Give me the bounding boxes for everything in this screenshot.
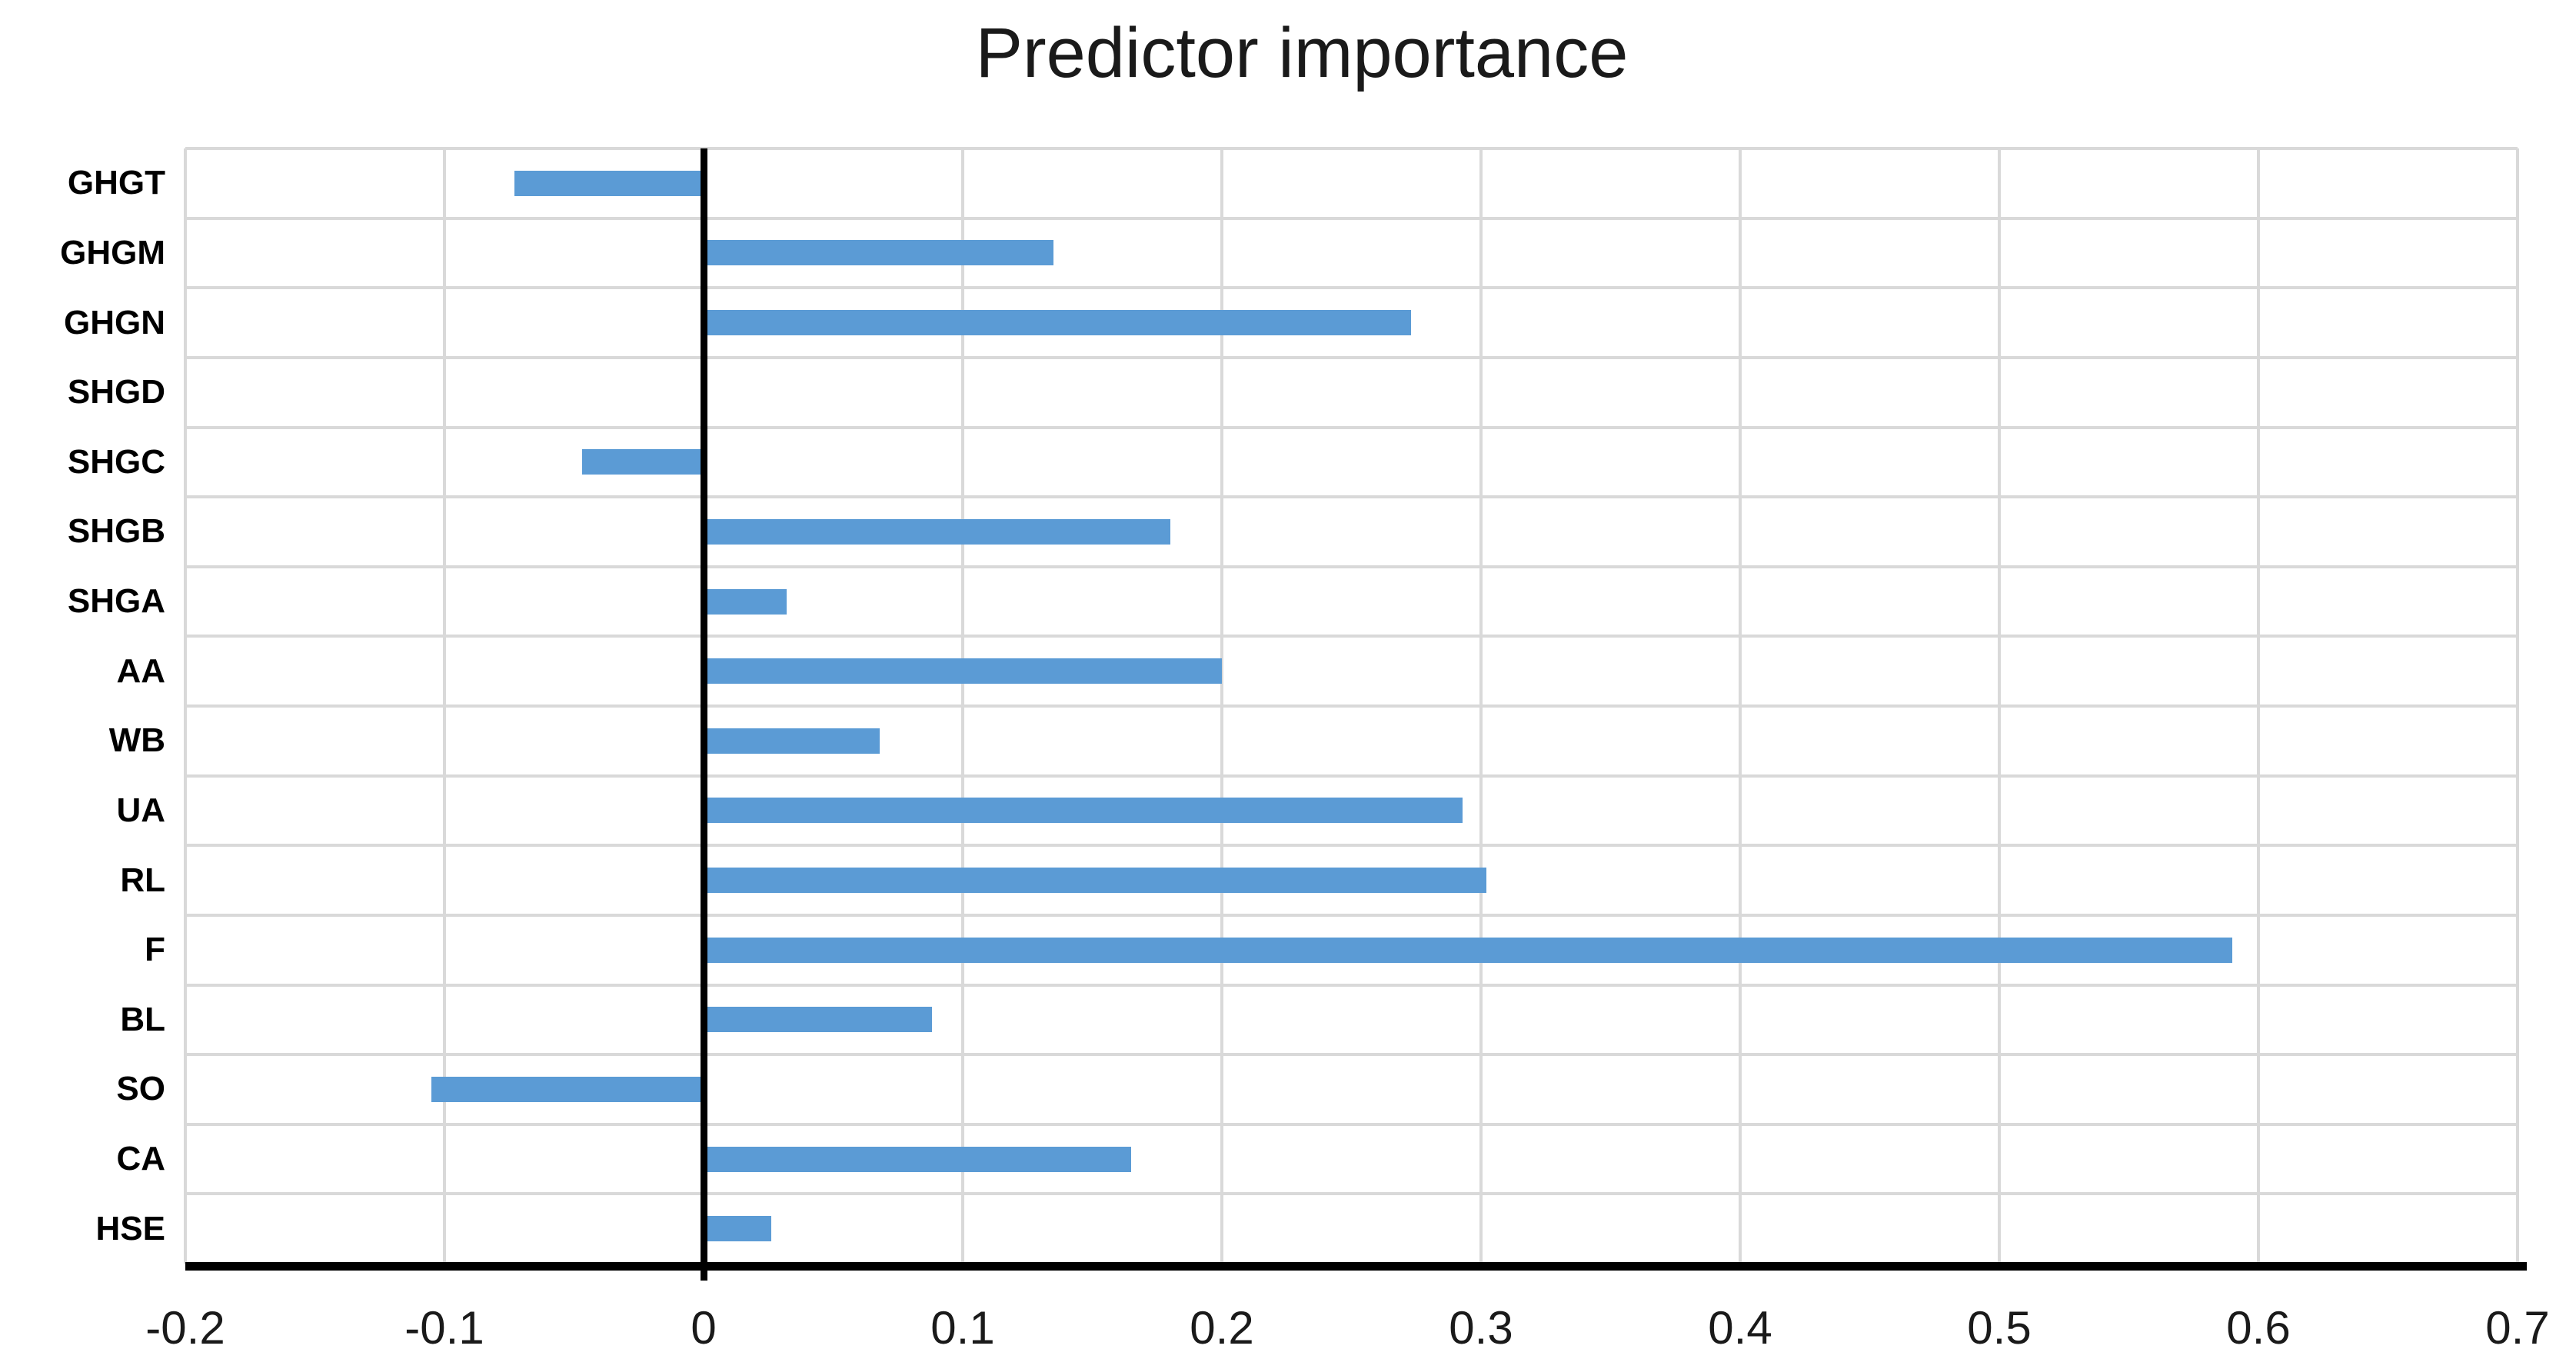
horizontal-gridline <box>185 844 2518 848</box>
category-label-f: F <box>145 931 165 969</box>
bar-rl <box>704 868 1486 894</box>
x-tick-label: 0 <box>691 1302 717 1354</box>
bar-ua <box>704 798 1463 824</box>
category-label-ghgt: GHGT <box>67 164 165 202</box>
horizontal-gridline <box>185 774 2518 778</box>
x-tick-label: 0.6 <box>2226 1302 2291 1354</box>
category-label-ghgn: GHGN <box>64 303 165 341</box>
x-tick-label: 0.3 <box>1449 1302 1513 1354</box>
vertical-gridline <box>2516 148 2519 1264</box>
horizontal-gridline <box>185 913 2518 917</box>
horizontal-gridline <box>185 425 2518 429</box>
x-tick-label: 0.2 <box>1190 1302 1254 1354</box>
category-label-rl: RL <box>120 861 165 899</box>
horizontal-gridline <box>185 983 2518 987</box>
horizontal-gridline <box>185 1192 2518 1196</box>
bar-wb <box>704 728 880 754</box>
bar-aa <box>704 658 1222 684</box>
x-tick-label: -0.1 <box>404 1302 484 1354</box>
bar-ghgm <box>704 240 1053 266</box>
horizontal-gridline <box>185 565 2518 568</box>
category-label-shgc: SHGC <box>67 442 165 481</box>
bar-f <box>704 937 2233 963</box>
horizontal-gridline <box>185 216 2518 220</box>
category-label-shgb: SHGB <box>67 512 165 551</box>
category-label-shga: SHGA <box>67 582 165 621</box>
horizontal-gridline <box>185 355 2518 359</box>
bar-shgc <box>581 449 704 475</box>
bar-bl <box>704 1007 932 1033</box>
x-tick-label: 0.7 <box>2485 1302 2550 1354</box>
bar-ghgn <box>704 310 1411 336</box>
horizontal-gridline <box>185 1053 2518 1057</box>
bar-shgb <box>704 518 1170 545</box>
category-label-ua: UA <box>116 791 165 829</box>
horizontal-gridline <box>185 635 2518 638</box>
x-tick-label: -0.2 <box>145 1302 225 1354</box>
bar-so <box>431 1076 704 1102</box>
category-label-ca: CA <box>116 1140 165 1178</box>
category-label-hse: HSE <box>95 1209 165 1247</box>
x-tick-label: 0.1 <box>930 1302 995 1354</box>
bar-shga <box>704 588 787 615</box>
category-label-so: SO <box>116 1070 165 1108</box>
horizontal-gridline <box>185 495 2518 499</box>
horizontal-gridline <box>185 1122 2518 1126</box>
bar-hse <box>704 1216 771 1242</box>
horizontal-gridline <box>185 286 2518 290</box>
x-tick-label: 0.5 <box>1967 1302 2032 1354</box>
chart-title: Predictor importance <box>975 14 1629 92</box>
category-label-shgd: SHGD <box>67 373 165 411</box>
horizontal-gridline <box>185 147 2518 150</box>
zero-axis-line <box>700 148 707 1281</box>
bar-ca <box>704 1146 1132 1172</box>
horizontal-gridline <box>185 704 2518 708</box>
category-label-wb: WB <box>108 721 165 760</box>
x-tick-label: 0.4 <box>1708 1302 1772 1354</box>
x-axis-line <box>185 1262 2527 1271</box>
bar-ghgt <box>514 170 704 196</box>
category-label-aa: AA <box>116 651 165 690</box>
category-label-bl: BL <box>120 1000 165 1038</box>
category-label-ghgm: GHGM <box>60 233 165 271</box>
